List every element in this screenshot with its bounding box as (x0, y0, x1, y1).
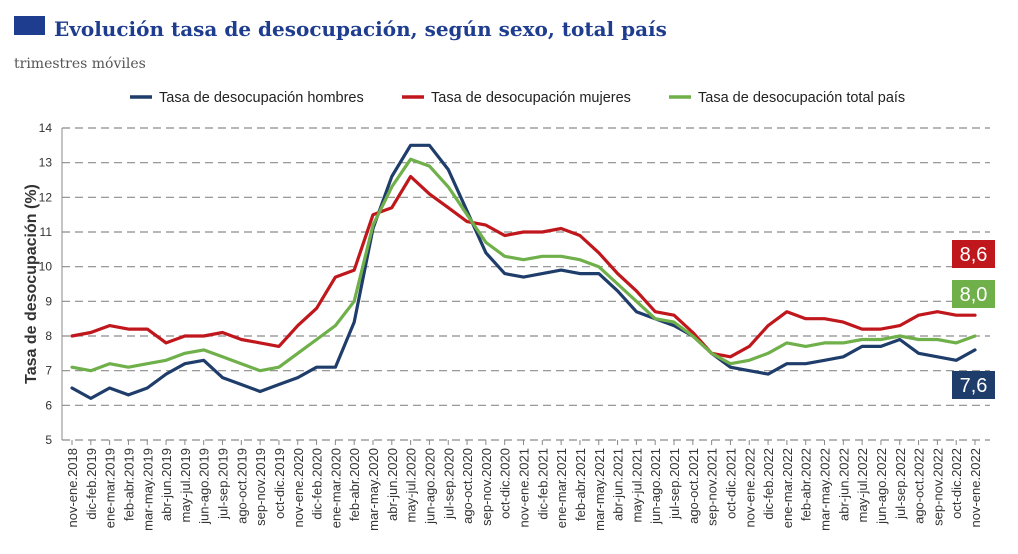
x-tick-label: feb-abr.2022 (799, 448, 814, 521)
series-lines (70, 143, 977, 400)
x-tick-label: nov-ene.2018 (65, 448, 80, 528)
x-tick-label: mar-may.2020 (366, 448, 381, 531)
series-line (70, 157, 977, 373)
x-tick-label: oct-dic.2021 (723, 448, 738, 519)
x-tick-label: nov-ene.2022 (742, 448, 757, 528)
x-tick-label: oct-dic.2019 (272, 448, 287, 519)
x-tick-label: ago-oct.2022 (912, 448, 927, 524)
x-tick-label: ene-mar.2021 (554, 448, 569, 528)
y-tick-label: 13 (39, 156, 53, 170)
y-tick-label: 6 (45, 398, 52, 412)
x-tick-label: feb-abr.2021 (573, 448, 588, 521)
x-tick-label: mar-may.2019 (140, 448, 155, 531)
x-tick-label: nov-ene.2022 (968, 448, 983, 528)
x-tick-label: may-jul.2022 (855, 448, 870, 522)
y-tick-label: 9 (45, 294, 52, 308)
x-tick-label: oct-dic.2020 (498, 448, 513, 519)
x-tick-label: nov-ene.2021 (517, 448, 532, 528)
x-tick-label: jul-sep.2022 (893, 448, 908, 520)
x-tick-label: sep-nov.2020 (479, 448, 494, 526)
legend-label: Tasa de desocupación hombres (159, 90, 364, 106)
x-tick-label: mar-may.2022 (818, 448, 833, 531)
x-tick-label: oct-dic.2022 (949, 448, 964, 519)
chart-title: Evolución tasa de desocupación, según se… (54, 17, 667, 41)
y-tick-label: 11 (40, 225, 53, 239)
x-tick-label: may-jul.2019 (178, 448, 193, 522)
legend-label: Tasa de desocupación mujeres (431, 90, 631, 106)
title-marker (14, 16, 45, 35)
end-label-value: 8,0 (960, 284, 988, 306)
x-tick-label: sep-nov.2021 (705, 448, 720, 526)
x-tick-label: nov-ene.2020 (291, 448, 306, 528)
x-tick-label: ago-oct.2020 (460, 448, 475, 524)
legend: Tasa de desocupación hombres Tasa de deso… (130, 90, 905, 106)
y-tick-label: 12 (39, 190, 53, 204)
y-tick-label: 7 (45, 364, 52, 378)
x-tick-label: feb-abr.2020 (347, 448, 362, 521)
x-tick-label: jul-sep.2021 (667, 448, 682, 520)
x-tick-label: sep-nov.2022 (930, 448, 945, 526)
x-tick-label: jun-ago.2022 (874, 448, 889, 525)
x-tick-label: abr-jun.2019 (159, 448, 174, 521)
x-tick-label: jun-ago.2021 (648, 448, 663, 525)
end-labels: 7,6 8,6 8,0 (952, 240, 995, 399)
grid-lines (61, 127, 990, 441)
x-tick-label: may-jul.2021 (629, 448, 644, 522)
x-tick-label: ago-oct.2019 (234, 448, 249, 524)
x-tick-label: jun-ago.2020 (422, 448, 437, 525)
end-label-box (952, 280, 995, 308)
x-tick-label: jun-ago.2019 (197, 448, 212, 525)
chart-subtitle: trimestres móviles (14, 56, 146, 72)
x-tick-label: ago-oct.2021 (686, 448, 701, 524)
end-label-box (952, 371, 995, 399)
end-label-box (952, 240, 995, 268)
x-tick-label: jul-sep.2019 (216, 448, 231, 520)
x-tick-label: may-jul.2020 (404, 448, 419, 522)
x-tick-label: dic-feb.2019 (84, 448, 99, 520)
x-tick-label: mar-may.2021 (592, 448, 607, 531)
series-line (70, 174, 977, 359)
x-tick-label: ene-mar.2019 (103, 448, 118, 528)
end-label-value: 8,6 (960, 244, 988, 266)
series-line (70, 143, 977, 400)
x-tick-label: jul-sep.2020 (441, 448, 456, 520)
y-tick-label: 8 (45, 329, 52, 343)
y-tick-label: 5 (45, 433, 52, 447)
x-tick-label: dic-feb.2022 (761, 448, 776, 520)
x-axis-ticks: nov-ene.2018 dic-feb.2019 ene-mar.2019 feb-… (65, 440, 983, 531)
x-tick-label: feb-abr.2019 (121, 448, 136, 521)
x-tick-label: dic-feb.2021 (535, 448, 550, 520)
x-tick-label: abr-jun.2022 (836, 448, 851, 521)
x-tick-label: ene-mar.2022 (780, 448, 795, 528)
x-tick-label: abr-jun.2021 (611, 448, 626, 521)
end-label-value: 7,6 (960, 375, 988, 397)
x-tick-label: dic-feb.2020 (310, 448, 325, 520)
x-tick-label: sep-nov.2019 (253, 448, 268, 526)
y-tick-label: 10 (39, 260, 53, 274)
y-axis-label: Tasa de desocupación (%) (23, 184, 40, 384)
x-tick-label: ene-mar.2020 (328, 448, 343, 528)
y-axis-ticks: 5 6 7 8 9 10 11 12 13 14 (39, 121, 53, 447)
x-tick-label: abr-jun.2020 (385, 448, 400, 521)
legend-label: Tasa de desocupación total país (698, 90, 905, 106)
y-tick-label: 14 (39, 121, 53, 135)
